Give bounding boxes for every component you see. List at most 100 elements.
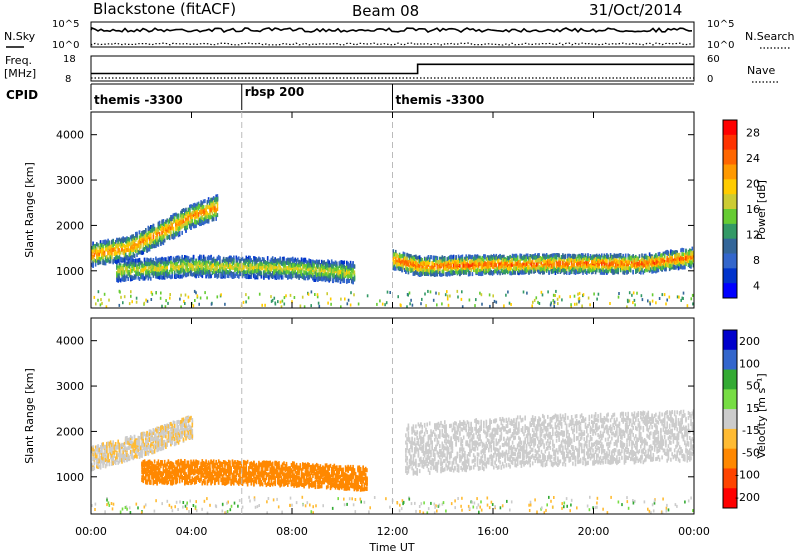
heatmap-cell	[108, 248, 111, 253]
heatmap-cell	[222, 269, 225, 274]
heatmap-cell	[570, 255, 573, 260]
heatmap-cell	[281, 258, 284, 263]
heatmap-cell	[495, 269, 498, 274]
heatmap-cell	[142, 267, 145, 272]
heatmap-cell	[329, 266, 332, 271]
heatmap-cell	[200, 263, 202, 268]
heatmap-cell	[163, 231, 166, 236]
heatmap-cell	[233, 266, 235, 270]
heatmap-cell	[341, 274, 343, 279]
heatmap-cell	[162, 268, 165, 273]
heatmap-cell	[243, 265, 245, 270]
heatmap-cell	[474, 256, 476, 261]
heatmap-cell	[413, 271, 416, 276]
heatmap-cell	[304, 270, 307, 275]
heatmap-cell	[422, 269, 425, 274]
heatmap-cell	[568, 258, 570, 263]
heatmap-cell	[216, 203, 219, 208]
heatmap-cell	[408, 253, 411, 258]
heatmap-cell	[591, 259, 593, 264]
heatmap-cell	[150, 243, 152, 248]
heatmap-cell	[465, 257, 467, 261]
heatmap-cell	[486, 264, 489, 269]
heatmap-cell	[307, 266, 309, 271]
heatmap-cell	[329, 263, 332, 268]
heatmap-cell	[319, 276, 322, 281]
heatmap-cell	[393, 260, 396, 265]
heatmap-cell	[215, 270, 217, 275]
heatmap-cell	[167, 235, 170, 240]
heatmap-cell	[319, 263, 322, 267]
heatmap-cell	[553, 253, 555, 258]
heatmap-cell	[431, 264, 433, 269]
heatmap-cell	[435, 272, 437, 277]
heatmap-cell	[444, 261, 446, 266]
nsky-tick-low: 10^0	[52, 40, 79, 51]
heatmap-cell	[583, 265, 586, 270]
heatmap-cell	[332, 261, 334, 266]
heatmap-cell	[229, 271, 231, 276]
heatmap-cell	[152, 224, 155, 229]
heatmap-cell	[113, 247, 116, 252]
heatmap-cell	[570, 263, 573, 268]
heatmap-cell	[111, 240, 113, 245]
heatmap-cell	[583, 263, 586, 268]
heatmap-cell	[425, 261, 427, 266]
heatmap-cell	[216, 197, 219, 202]
heatmap-cell	[178, 230, 181, 235]
heatmap-cell	[300, 257, 303, 262]
heatmap-cell	[578, 268, 580, 273]
heatmap-cell	[199, 222, 201, 227]
heatmap-cell	[543, 267, 545, 271]
heatmap-cell	[96, 252, 98, 256]
heatmap-cell	[161, 268, 163, 273]
heatmap-cell	[217, 254, 220, 259]
heatmap-cell	[442, 272, 445, 276]
heatmap-cell	[407, 253, 410, 258]
heatmap-cell	[531, 264, 534, 269]
heatmap-cell	[197, 266, 200, 271]
heatmap-cell	[472, 256, 475, 261]
heatmap-cell	[92, 249, 94, 254]
heatmap-cell	[98, 248, 101, 253]
heatmap-cell	[559, 262, 562, 267]
heatmap-cell	[266, 268, 269, 272]
heatmap-cell	[292, 263, 294, 268]
heatmap-cell	[477, 271, 480, 276]
heatmap-cell	[402, 258, 405, 263]
heatmap-cell	[577, 254, 579, 259]
heatmap-cell	[224, 264, 226, 269]
heatmap-cell	[265, 272, 268, 277]
heatmap-cell	[192, 213, 195, 218]
heatmap-cell	[342, 273, 344, 277]
heatmap-cell	[236, 262, 239, 267]
freq-tick-high: 18	[63, 54, 76, 65]
heatmap-cell	[170, 226, 172, 231]
heatmap-cell	[117, 240, 119, 245]
heatmap-cell	[280, 275, 283, 280]
heatmap-cell	[342, 260, 344, 265]
heatmap-cell	[184, 261, 186, 266]
heatmap-cell	[466, 262, 469, 267]
heatmap-cell	[439, 268, 441, 273]
heatmap-cell	[578, 261, 580, 266]
heatmap-cell	[192, 265, 195, 270]
heatmap-cell	[325, 266, 328, 271]
heatmap-cell	[147, 267, 150, 272]
heatmap-cell	[200, 270, 202, 275]
heatmap-cell	[191, 263, 194, 268]
heatmap-cell	[132, 252, 135, 257]
heatmap-cell	[131, 241, 133, 245]
heatmap-cell	[328, 267, 330, 272]
heatmap-cell	[459, 256, 461, 261]
heatmap-cell	[572, 263, 574, 268]
heatmap-cell	[638, 254, 641, 259]
heatmap-cell	[162, 257, 165, 262]
heatmap-cell	[201, 265, 204, 270]
nsky-traces	[90, 26, 693, 46]
heatmap-cell	[549, 254, 552, 259]
heatmap-cell	[254, 264, 256, 269]
heatmap-cell	[160, 224, 162, 228]
heatmap-cell	[158, 223, 161, 228]
heatmap-cell	[137, 258, 140, 263]
